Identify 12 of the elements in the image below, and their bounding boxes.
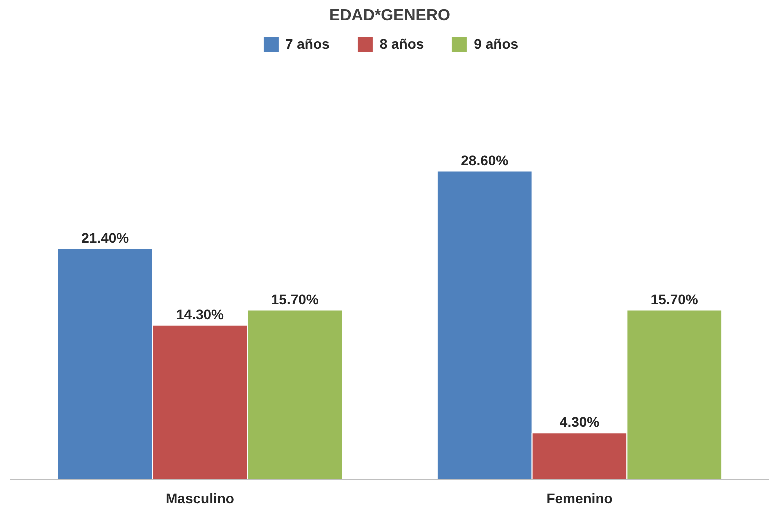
x-tick-label: Masculino [166, 490, 234, 506]
legend-label: 8 años [380, 36, 424, 52]
data-label: 15.70% [271, 291, 320, 308]
data-label: 14.30% [176, 306, 225, 322]
data-label: 21.40% [82, 230, 130, 246]
data-label: 15.70% [650, 291, 699, 308]
x-tick-label: Femenino [546, 490, 613, 506]
data-label: 4.30% [560, 414, 600, 430]
legend-label: 9 años [474, 36, 519, 52]
legend-label: 7 años [285, 36, 330, 52]
data-label: 28.60% [461, 152, 510, 168]
chart-title: EDAD*GENERO [330, 8, 450, 24]
